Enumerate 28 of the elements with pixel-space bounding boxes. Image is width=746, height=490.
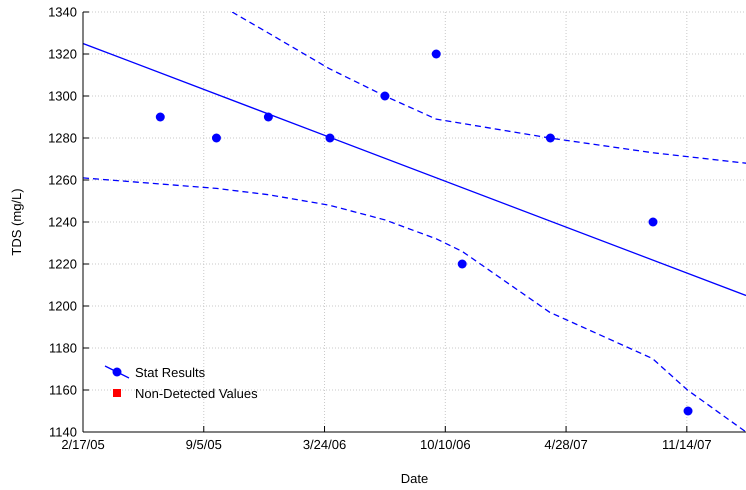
y-tick-label: 1340	[48, 4, 77, 20]
y-tick-label: 1300	[48, 88, 77, 104]
point	[458, 260, 467, 268]
point	[684, 406, 693, 416]
y-tick-label: 1240	[48, 214, 77, 230]
point	[432, 50, 441, 58]
x-tick-label: 4/28/07	[544, 437, 588, 452]
x-tick-label: 3/24/06	[302, 437, 346, 452]
point	[156, 112, 165, 122]
legend-label: Stat Results	[135, 365, 206, 380]
x-tick-label: 11/14/07	[662, 437, 712, 452]
point	[648, 218, 658, 226]
y-tick-label: 1160	[49, 382, 77, 398]
x-axis-title: Date	[400, 471, 428, 486]
legend-label: Non-Detected Values	[135, 386, 258, 401]
line-series	[231, 12, 746, 164]
y-tick-label: 1260	[48, 172, 77, 188]
x-tick-label: 2/17/05	[61, 437, 105, 452]
x-tick-label: 9/5/05	[186, 437, 222, 452]
y-axis-title: TDS (mg/L)	[9, 188, 24, 256]
y-tick-label: 1320	[48, 46, 77, 62]
y-tick-label: 1200	[48, 298, 77, 314]
y-tick-label: 1280	[48, 130, 77, 146]
y-tick-label: 1180	[49, 340, 77, 356]
y-tick-label: 1220	[48, 256, 77, 272]
y-tick-label: 1140	[49, 424, 77, 440]
point	[212, 134, 221, 142]
x-tick-label: 10/10/06	[420, 437, 471, 452]
